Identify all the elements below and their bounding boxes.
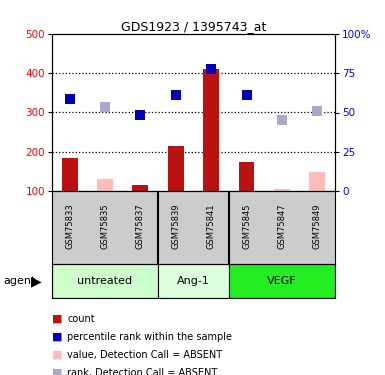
Bar [168, 146, 184, 191]
Bar [229, 264, 335, 298]
Bar [274, 189, 290, 191]
Point [208, 66, 214, 72]
Point [67, 96, 73, 102]
Text: ■: ■ [52, 314, 62, 324]
Bar [132, 185, 148, 191]
Text: ■: ■ [52, 332, 62, 342]
Text: GSM75833: GSM75833 [65, 204, 74, 249]
Bar [62, 158, 78, 191]
Bar [158, 264, 229, 298]
Text: GSM75849: GSM75849 [313, 204, 322, 249]
Text: GSM75845: GSM75845 [242, 204, 251, 249]
Bar [239, 162, 254, 191]
Point [173, 92, 179, 98]
Text: value, Detection Call = ABSENT: value, Detection Call = ABSENT [67, 350, 223, 360]
Text: GSM75841: GSM75841 [207, 204, 216, 249]
Text: GSM75847: GSM75847 [277, 204, 286, 249]
Text: ■: ■ [52, 368, 62, 375]
Text: untreated: untreated [77, 276, 132, 286]
Bar [203, 69, 219, 191]
Text: count: count [67, 314, 95, 324]
Text: agent: agent [4, 276, 36, 286]
Title: GDS1923 / 1395743_at: GDS1923 / 1395743_at [121, 20, 266, 33]
Text: VEGF: VEGF [267, 276, 297, 286]
Text: rank, Detection Call = ABSENT: rank, Detection Call = ABSENT [67, 368, 218, 375]
Bar [309, 171, 325, 191]
Text: GSM75839: GSM75839 [171, 204, 180, 249]
Text: GSM75837: GSM75837 [136, 204, 145, 249]
Point [314, 108, 320, 114]
Text: ■: ■ [52, 350, 62, 360]
Text: Ang-1: Ang-1 [177, 276, 210, 286]
Text: ▶: ▶ [31, 274, 42, 288]
Point [243, 92, 249, 98]
Text: GSM75835: GSM75835 [100, 204, 110, 249]
Bar [52, 264, 158, 298]
Text: percentile rank within the sample: percentile rank within the sample [67, 332, 233, 342]
Point [137, 112, 144, 118]
Bar [97, 179, 113, 191]
Point [279, 117, 285, 123]
Point [102, 104, 108, 110]
